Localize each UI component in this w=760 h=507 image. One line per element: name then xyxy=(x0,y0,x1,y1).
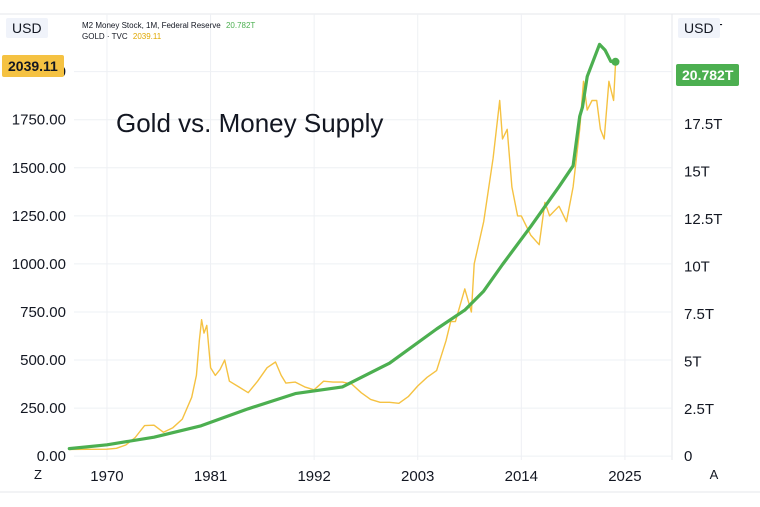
x-tick-label: 2014 xyxy=(505,468,538,485)
x-tick-label: 1992 xyxy=(297,468,330,485)
zoom-toggle-button[interactable]: Z xyxy=(34,467,42,482)
legend-m2-label: M2 Money Stock, 1M, Federal Reserve xyxy=(82,21,221,30)
x-tick-label: 2025 xyxy=(608,468,641,485)
x-tick-label: 1981 xyxy=(194,468,227,485)
left-tick-label: 750.00 xyxy=(20,304,66,321)
chart-title: Gold vs. Money Supply xyxy=(116,108,384,138)
legend-m2-value: 20.782T xyxy=(225,21,256,30)
legend-gold-label: GOLD · TVC xyxy=(82,32,128,41)
right-tick-label: 2.5T xyxy=(684,401,714,418)
left-axis-unit[interactable]: USD xyxy=(6,18,48,38)
legend-gold[interactable]: GOLD · TVC 2039.11 xyxy=(82,32,161,41)
right-tick-label: 17.5T xyxy=(684,116,722,133)
right-tick-label: 15T xyxy=(684,164,710,181)
left-tick-label: 1250.00 xyxy=(12,208,66,225)
gold-last-price-badge: 2039.11 xyxy=(2,55,64,77)
left-tick-label: 500.00 xyxy=(20,352,66,369)
m2-money-stock-line[interactable] xyxy=(67,42,618,451)
left-tick-label: 1750.00 xyxy=(12,112,66,129)
right-tick-label: 5T xyxy=(684,353,702,370)
left-tick-label: 1000.00 xyxy=(12,256,66,273)
right-axis-unit[interactable]: USD xyxy=(678,18,720,38)
left-tick-label: 0.00 xyxy=(37,448,66,465)
left-tick-label: 1500.00 xyxy=(12,160,66,177)
right-tick-label: 12.5T xyxy=(684,211,722,228)
x-tick-label: 1970 xyxy=(90,468,123,485)
legend-m2[interactable]: M2 Money Stock, 1M, Federal Reserve 20.7… xyxy=(82,21,255,30)
left-tick-label: 250.00 xyxy=(20,400,66,417)
legend-gold-value: 2039.11 xyxy=(132,32,162,41)
right-tick-label: 10T xyxy=(684,258,710,275)
auto-scale-button[interactable]: A xyxy=(709,467,719,482)
right-tick-label: 7.5T xyxy=(684,306,714,323)
x-tick-label: 2003 xyxy=(401,468,434,485)
right-tick-label: 0 xyxy=(684,448,692,465)
m2-last-value-badge: 20.782T xyxy=(676,64,740,86)
m2-last-point xyxy=(611,57,620,66)
gold-price-line[interactable] xyxy=(68,63,617,451)
